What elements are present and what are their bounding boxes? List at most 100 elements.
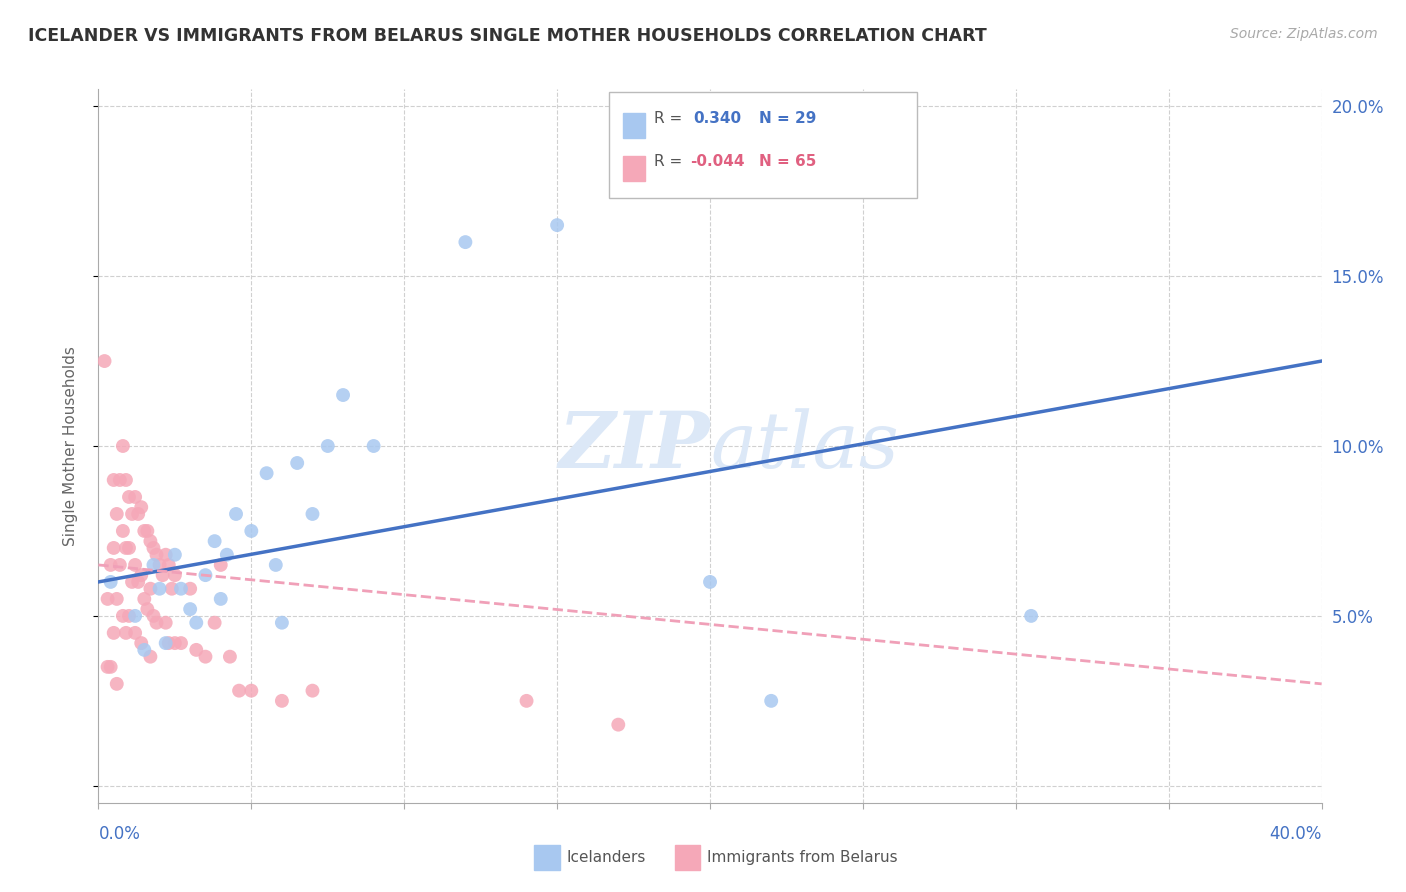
Text: Immigrants from Belarus: Immigrants from Belarus <box>707 850 898 864</box>
Point <box>124 558 146 572</box>
Point <box>121 574 143 589</box>
Point <box>103 473 125 487</box>
Point <box>118 608 141 623</box>
Point <box>100 660 122 674</box>
Point <box>225 507 247 521</box>
Point <box>607 717 630 731</box>
Point <box>209 558 232 572</box>
Point <box>134 643 156 657</box>
Text: 0.340: 0.340 <box>693 112 741 126</box>
Point <box>163 568 186 582</box>
Point <box>149 582 172 596</box>
Point <box>240 683 263 698</box>
Point <box>454 235 477 249</box>
Point <box>155 636 177 650</box>
Point <box>145 548 167 562</box>
Point <box>124 626 146 640</box>
Point <box>316 439 339 453</box>
Point <box>127 507 149 521</box>
Text: ICELANDER VS IMMIGRANTS FROM BELARUS SINGLE MOTHER HOUSEHOLDS CORRELATION CHART: ICELANDER VS IMMIGRANTS FROM BELARUS SIN… <box>28 27 987 45</box>
Point <box>105 591 128 606</box>
Point <box>170 582 193 596</box>
Point <box>93 354 115 368</box>
Text: atlas: atlas <box>710 408 898 484</box>
Y-axis label: Single Mother Households: Single Mother Households <box>63 346 77 546</box>
Point <box>139 649 162 664</box>
Point <box>124 490 146 504</box>
Point <box>270 694 292 708</box>
Text: R =: R = <box>654 112 682 126</box>
Text: N = 65: N = 65 <box>759 154 817 169</box>
Point <box>134 524 156 538</box>
Point <box>264 558 287 572</box>
Point <box>127 574 149 589</box>
Point <box>204 615 226 630</box>
Point <box>170 636 193 650</box>
Text: -0.044: -0.044 <box>690 154 745 169</box>
Point <box>219 649 242 664</box>
Point <box>97 660 120 674</box>
Text: ZIP: ZIP <box>558 408 710 484</box>
Text: 0.0%: 0.0% <box>98 825 141 843</box>
Point <box>100 558 122 572</box>
Point <box>270 615 292 630</box>
Point <box>129 568 152 582</box>
Point <box>157 636 180 650</box>
Point <box>97 591 120 606</box>
Point <box>118 541 141 555</box>
Point <box>699 574 721 589</box>
Text: 40.0%: 40.0% <box>1270 825 1322 843</box>
Point <box>142 558 165 572</box>
Point <box>145 615 167 630</box>
Point <box>209 591 232 606</box>
Point <box>142 608 165 623</box>
Point <box>186 643 208 657</box>
Point <box>129 636 152 650</box>
Point <box>136 602 159 616</box>
Point <box>111 608 134 623</box>
Point <box>115 626 138 640</box>
Point <box>103 626 125 640</box>
Point <box>256 466 278 480</box>
Point <box>121 507 143 521</box>
Point <box>1019 608 1042 623</box>
Point <box>363 439 385 453</box>
Point <box>108 558 131 572</box>
Point <box>163 548 186 562</box>
Point <box>204 534 226 549</box>
Point <box>516 694 538 708</box>
Point <box>115 541 138 555</box>
Point <box>118 490 141 504</box>
Point <box>332 388 354 402</box>
Point <box>142 541 165 555</box>
Point <box>103 541 125 555</box>
Point <box>546 218 568 232</box>
Text: Source: ZipAtlas.com: Source: ZipAtlas.com <box>1230 27 1378 41</box>
Point <box>179 602 201 616</box>
Point <box>108 473 131 487</box>
Text: R =: R = <box>654 154 682 169</box>
Point <box>194 568 217 582</box>
Point <box>155 615 177 630</box>
Point <box>139 534 162 549</box>
Point <box>301 507 323 521</box>
Point <box>285 456 308 470</box>
Point <box>240 524 263 538</box>
Point <box>301 683 323 698</box>
Point <box>179 582 201 596</box>
Point <box>194 649 217 664</box>
Point <box>186 615 208 630</box>
Point <box>139 582 162 596</box>
Point <box>111 524 134 538</box>
Point <box>152 568 174 582</box>
Text: N = 29: N = 29 <box>759 112 817 126</box>
Point <box>155 548 177 562</box>
Point <box>105 507 128 521</box>
Point <box>100 574 122 589</box>
Point <box>105 677 128 691</box>
Point <box>136 524 159 538</box>
Point <box>157 558 180 572</box>
Point <box>215 548 238 562</box>
Point <box>228 683 250 698</box>
Text: Icelanders: Icelanders <box>567 850 645 864</box>
